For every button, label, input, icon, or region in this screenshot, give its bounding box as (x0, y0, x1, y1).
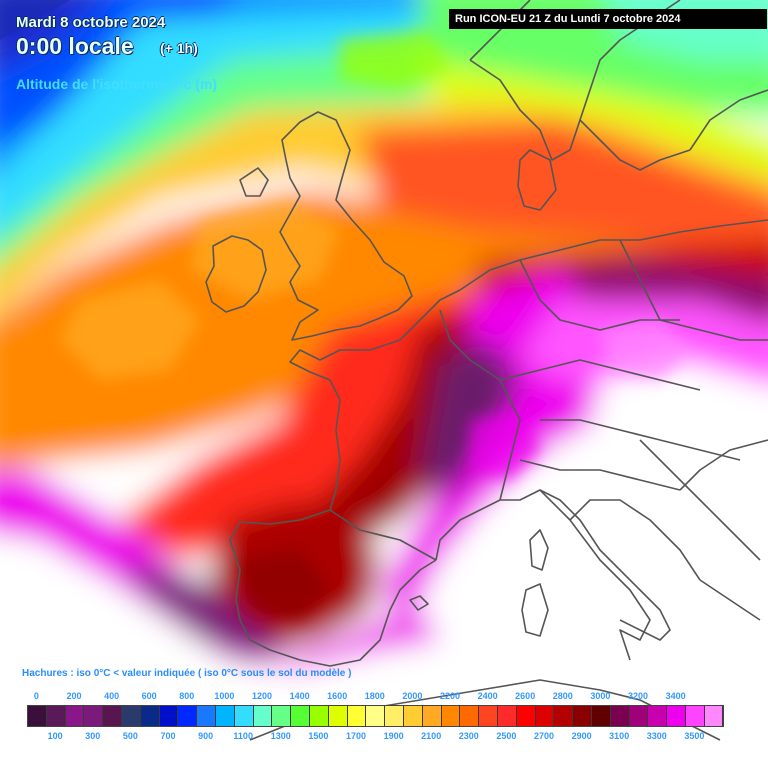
hatch-note: Hachures : iso 0°C < valeur indiquée ( i… (22, 668, 352, 679)
map-time: 0:00 locale (16, 33, 134, 59)
legend-swatch (535, 706, 555, 726)
legend-top-label: 1000 (214, 691, 235, 701)
legend-swatch (554, 706, 574, 726)
legend-bottom-label: 2500 (496, 731, 517, 741)
legend-swatch (629, 706, 649, 726)
legend-top-label: 600 (141, 691, 157, 701)
legend-swatch (197, 706, 216, 726)
legend-swatch (648, 706, 668, 726)
legend-swatch (667, 706, 686, 726)
legend-swatch (253, 706, 273, 726)
legend-swatch (460, 706, 480, 726)
legend-bottom-label: 2700 (533, 731, 555, 741)
legend-swatch (366, 706, 386, 726)
color-scale-bar (27, 705, 725, 727)
legend-swatch (516, 706, 536, 726)
legend-swatch (103, 706, 122, 726)
legend-swatch (685, 706, 705, 726)
legend-top-label: 1200 (251, 691, 273, 701)
legend-swatch (704, 706, 724, 726)
copyright: Copyright © 2024 Meteociel.fr - Source D… (250, 743, 461, 754)
legend-swatch (178, 706, 198, 726)
coastlines-borders (205, 0, 768, 741)
model-run-label: Run ICON-EU 21 Z du Lundi 7 octobre 2024 (449, 9, 767, 29)
legend-swatch (479, 706, 498, 726)
legend-swatch (65, 706, 85, 726)
legend-top-label: 2000 (402, 691, 423, 701)
legend-bottom-label: 2100 (421, 731, 442, 741)
legend-swatch (591, 706, 611, 726)
legend-swatch (140, 706, 160, 726)
legend-swatch (215, 706, 235, 726)
map-time-offset: (+ 1h) (160, 40, 198, 56)
legend-swatch (610, 706, 630, 726)
legend-swatch (497, 706, 517, 726)
legend-bottom-label: 1700 (345, 731, 367, 741)
legend-swatch (121, 706, 141, 726)
map-parameter: Altitude de l'isotherme 0°c (m) (16, 76, 218, 92)
legend-swatch (84, 706, 104, 726)
legend-swatch (46, 706, 66, 726)
legend-bottom-label: 300 (85, 731, 101, 741)
legend-top-label: 2600 (515, 691, 536, 701)
legend-top-label: 2200 (439, 691, 461, 701)
legend-swatch (159, 706, 179, 726)
legend-swatch (234, 706, 254, 726)
legend-top-label: 2800 (552, 691, 573, 701)
legend-top-label: 0 (33, 691, 39, 701)
legend-bottom-label: 2900 (571, 731, 592, 741)
legend-top-label: 1800 (364, 691, 385, 701)
legend-top-label: 400 (104, 691, 120, 701)
legend-swatch (403, 706, 423, 726)
legend-swatch (573, 706, 592, 726)
isotherm-detail-layer (60, 30, 690, 620)
legend-top-label: 200 (66, 691, 82, 701)
legend-bottom-label: 3300 (646, 731, 667, 741)
legend-swatch (272, 706, 292, 726)
cold-corner (0, 0, 70, 40)
legend-bottom-label: 3100 (609, 731, 630, 741)
legend-swatch (328, 706, 348, 726)
legend-bottom-label: 100 (47, 731, 63, 741)
legend-bottom-label: 1300 (270, 731, 291, 741)
legend-top-label: 1400 (289, 691, 310, 701)
legend-bottom-label: 1500 (308, 731, 329, 741)
legend-swatch (441, 706, 461, 726)
legend-swatch (422, 706, 442, 726)
legend-top-label: 3000 (590, 691, 611, 701)
legend-top-label: 3400 (665, 691, 686, 701)
legend-swatch (28, 706, 47, 726)
legend-bottom-label: 2300 (458, 731, 479, 741)
legend-bottom-label: 3500 (684, 731, 705, 741)
legend-top-label: 800 (179, 691, 195, 701)
legend-top-label: 3200 (627, 691, 649, 701)
legend-bottom-label: 500 (122, 731, 138, 741)
legend-swatch (347, 706, 367, 726)
legend-swatch (385, 706, 404, 726)
map-date: Mardi 8 octobre 2024 (16, 14, 166, 31)
legend-top-label: 2400 (477, 691, 498, 701)
legend-bottom-label: 900 (198, 731, 214, 741)
legend-swatch (291, 706, 310, 726)
legend-bottom-label: 1900 (383, 731, 404, 741)
legend-bottom-label: 700 (160, 731, 176, 741)
legend-bottom-label: 1100 (233, 731, 253, 741)
legend-top-label: 1600 (327, 691, 348, 701)
legend-swatch (309, 706, 329, 726)
